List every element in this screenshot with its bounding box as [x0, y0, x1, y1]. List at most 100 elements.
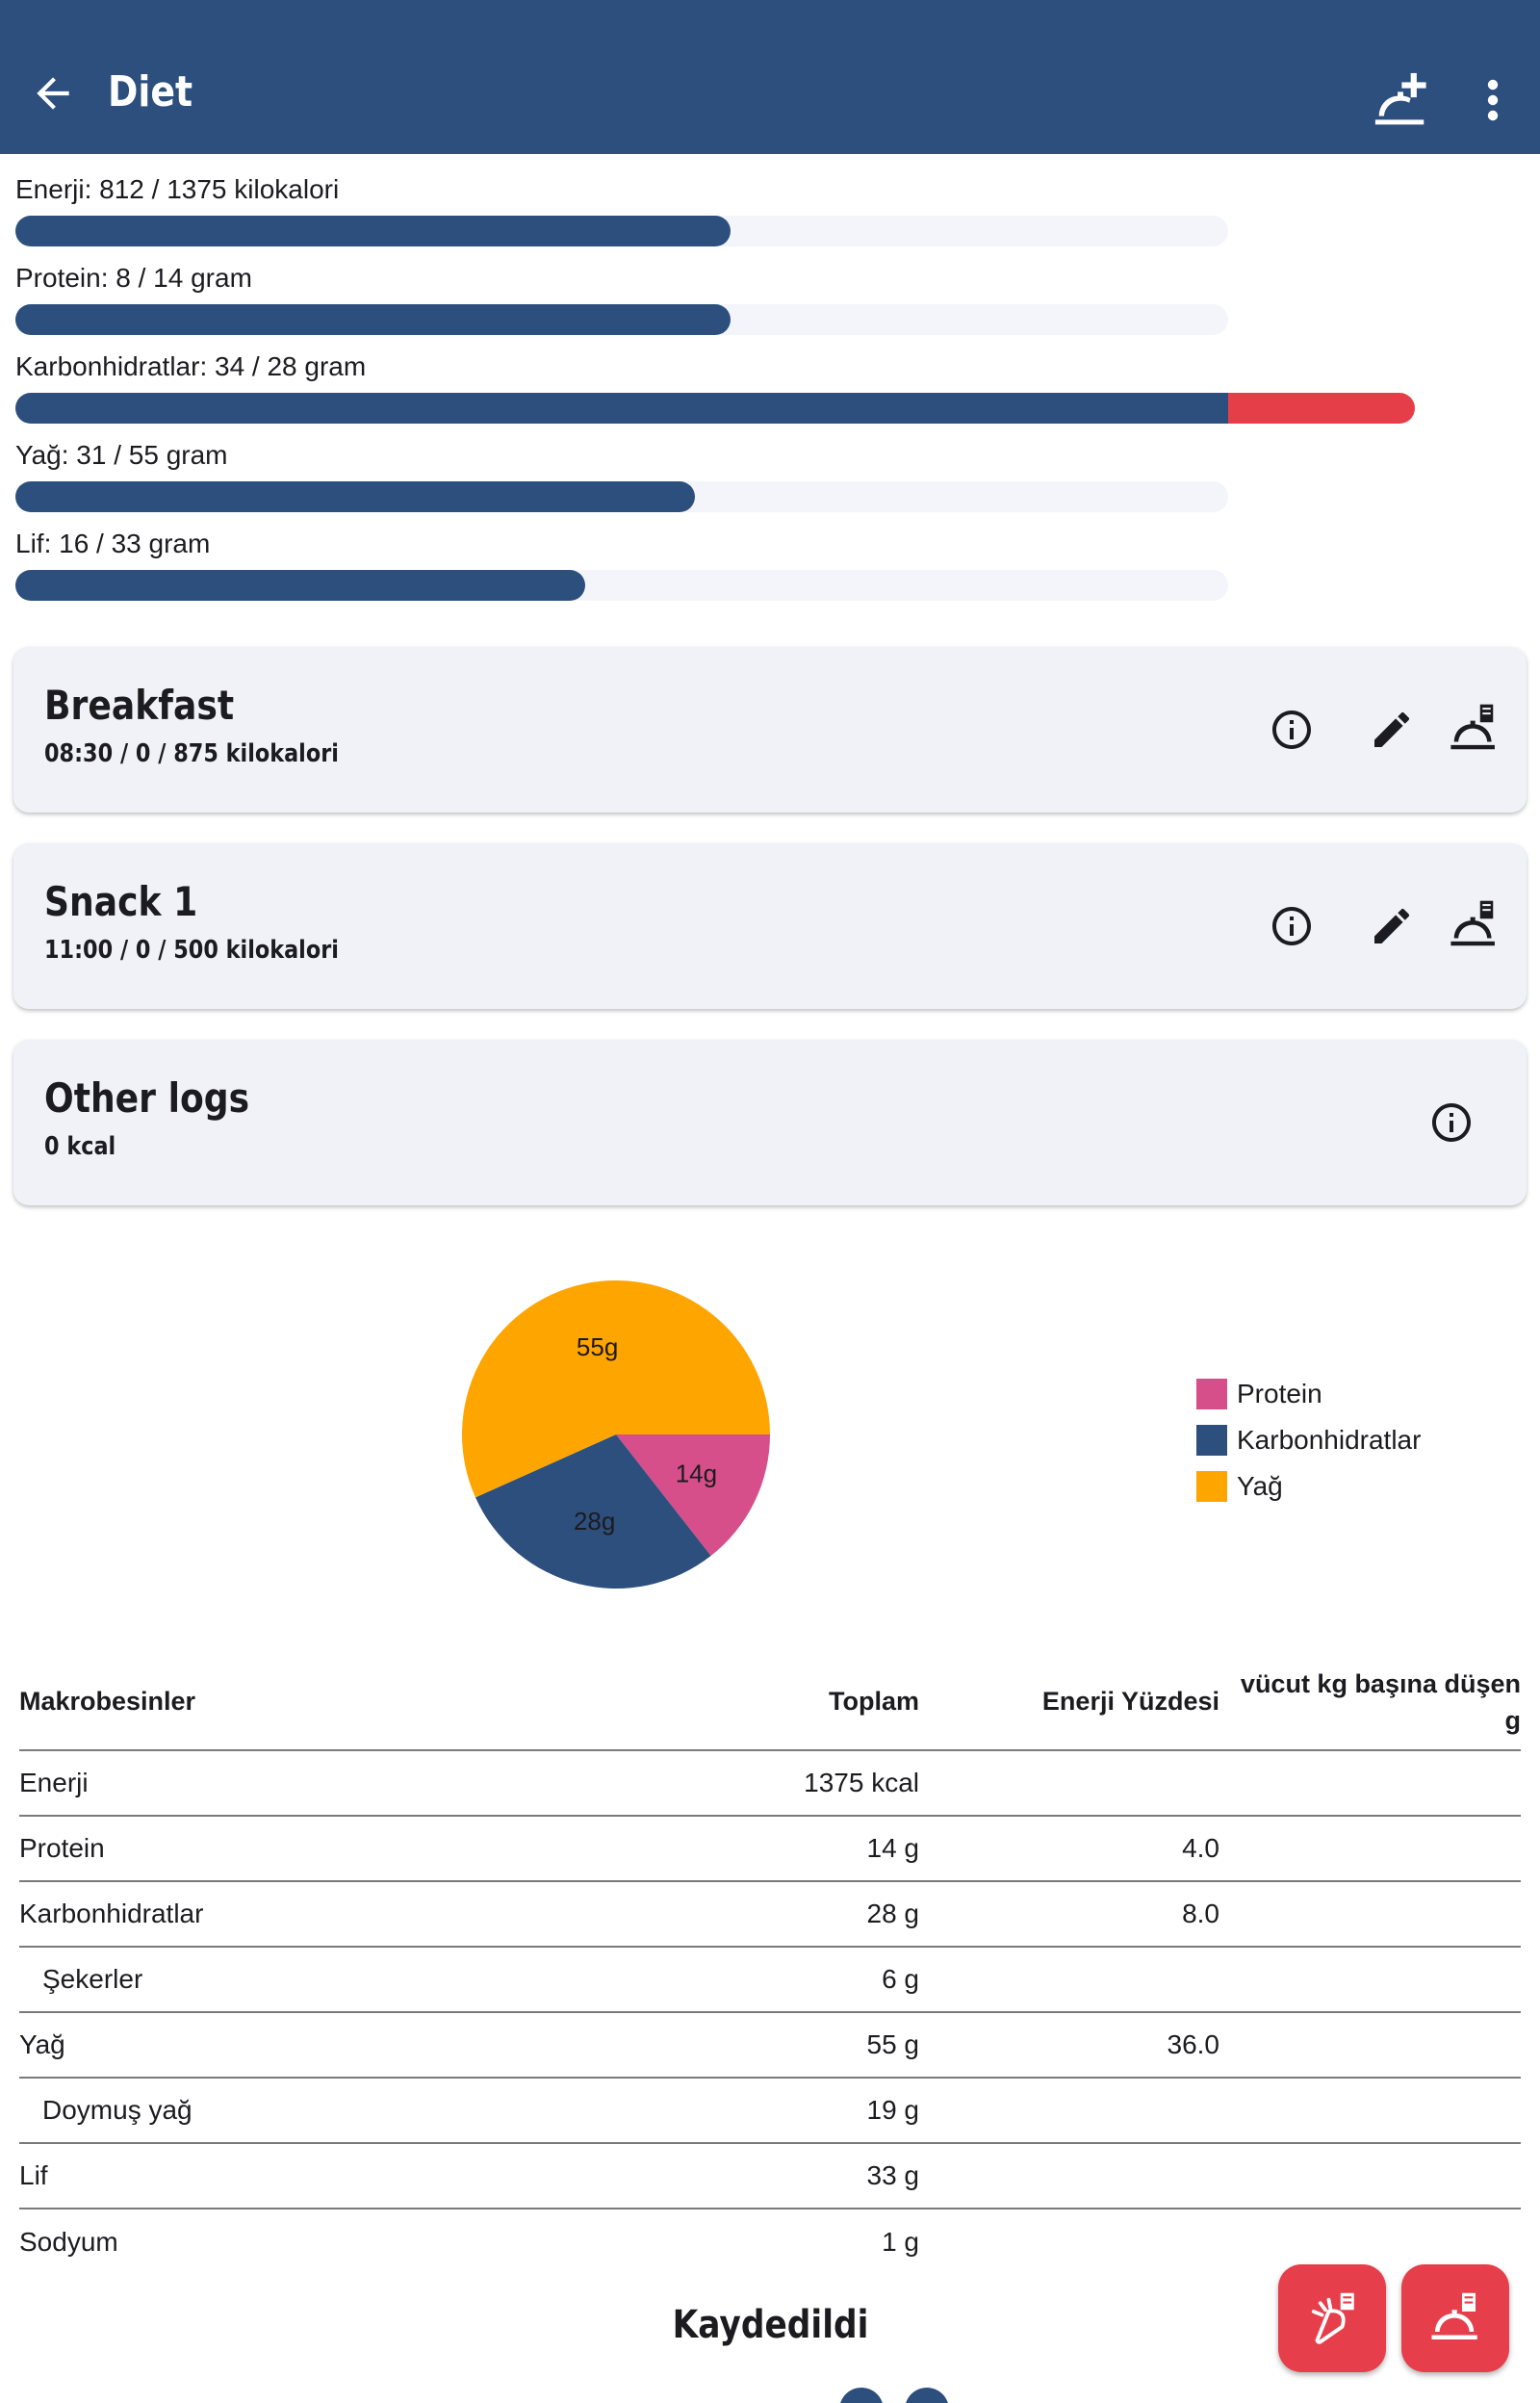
legend-item-carbs: Karbonhidratlar [1196, 1417, 1421, 1463]
arrow-back-icon[interactable] [29, 69, 77, 117]
cell-per-kg [1219, 2078, 1521, 2144]
meal-title: Breakfast [44, 682, 235, 729]
page-title: Diet [108, 67, 193, 116]
table-header-row: Makrobesinler Toplam Enerji Yüzdesi vücu… [19, 1654, 1521, 1751]
cell-name: Enerji [19, 1750, 693, 1817]
progress-fill [15, 304, 732, 335]
table-row: Yağ 55 g 36.0 [19, 2012, 1521, 2079]
log-meal-icon[interactable] [1448, 899, 1500, 951]
table-row: Sodyum 1 g [19, 2209, 1521, 2274]
cell-per-kg [1219, 2012, 1521, 2079]
edit-icon[interactable] [1369, 903, 1415, 949]
progress-track [15, 481, 1228, 512]
saved-label: Kaydedildi [672, 2303, 868, 2347]
app-bar: Diet [0, 0, 1540, 154]
cell-total: 1375 kcal [693, 1750, 919, 1817]
cell-total: 28 g [693, 1881, 919, 1948]
edit-icon[interactable] [1369, 707, 1415, 753]
cell-percent [919, 1750, 1219, 1817]
meal-subtitle: 11:00 / 0 / 500 kilokalori [44, 936, 339, 965]
progress-fill [15, 393, 1228, 424]
cell-per-kg [1219, 1881, 1521, 1948]
add-meal-icon[interactable] [1372, 71, 1431, 131]
meal-log-icon [1431, 2292, 1477, 2340]
cell-name: Şekerler [19, 1947, 693, 2013]
table-row: Lif 33 g [19, 2143, 1521, 2209]
cell-total: 55 g [693, 2012, 919, 2079]
cell-name: Lif [19, 2143, 693, 2209]
other-logs-title: Other logs [44, 1074, 250, 1122]
meal-card-breakfast[interactable]: Breakfast 08:30 / 0 / 875 kilokalori [13, 647, 1527, 813]
cell-percent: 4.0 [919, 1816, 1219, 1882]
meal-title: Snack 1 [44, 878, 198, 925]
more-vert-icon[interactable] [1477, 77, 1508, 123]
info-icon[interactable] [1428, 1099, 1475, 1146]
other-logs-subtitle: 0 kcal [44, 1132, 116, 1161]
progress-fill [15, 570, 586, 601]
macro-fat: Yağ: 31 / 55 gram [15, 439, 1527, 512]
macro-label: Enerji: 812 / 1375 kilokalori [15, 174, 340, 204]
table-row: Protein 14 g 4.0 [19, 1816, 1521, 1882]
progress-over [1228, 393, 1416, 424]
column-header: Toplam [693, 1654, 919, 1751]
legend-label: Yağ [1237, 1471, 1283, 1501]
cell-per-kg [1219, 1750, 1521, 1817]
legend-swatch [1196, 1471, 1227, 1502]
progress-fill [15, 481, 695, 512]
pie-slice-karbonhidratlar [475, 1434, 711, 1589]
macro-label: Yağ: 31 / 55 gram [15, 440, 228, 470]
page-indicator-dot[interactable] [905, 2388, 949, 2403]
cell-total: 1 g [882, 2226, 919, 2257]
cell-percent: 36.0 [919, 2012, 1219, 2079]
saved-status: Kaydedildi [0, 2303, 1540, 2347]
column-header: Enerji Yüzdesi [919, 1654, 1219, 1751]
cell-name: Yağ [19, 2012, 693, 2079]
macro-pie-chart: 14g 28g 55g [462, 1280, 770, 1589]
pie-slice-label: 14g [676, 1460, 717, 1488]
macro-label: Protein: 8 / 14 gram [15, 263, 252, 293]
progress-track [15, 216, 1228, 246]
cell-per-kg [1219, 1947, 1521, 2013]
table-row: Karbonhidratlar 28 g 8.0 [19, 1881, 1521, 1948]
pie-slice-yağ [462, 1280, 770, 1498]
legend-label: Protein [1237, 1379, 1322, 1408]
pie-slice-protein [616, 1434, 770, 1557]
cell-total: 19 g [693, 2078, 919, 2144]
cell-name: Protein [19, 1816, 693, 1882]
macro-carbs: Karbonhidratlar: 34 / 28 gram [15, 350, 1527, 424]
cell-percent [919, 2078, 1219, 2144]
table-row: Doymuş yağ 19 g [19, 2078, 1521, 2144]
cell-name: Sodyum [19, 2226, 118, 2257]
legend-label: Karbonhidratlar [1237, 1425, 1422, 1455]
macros-table: Makrobesinler Toplam Enerji Yüzdesi vücu… [19, 1654, 1521, 2274]
log-meal-icon[interactable] [1448, 703, 1500, 755]
log-meal-fab[interactable] [1401, 2264, 1509, 2372]
progress-track [15, 570, 1228, 601]
info-icon[interactable] [1269, 903, 1315, 949]
cell-total: 14 g [693, 1816, 919, 1882]
column-header: Makrobesinler [19, 1654, 693, 1751]
page-indicator-dot[interactable] [839, 2388, 884, 2403]
macro-energy: Enerji: 812 / 1375 kilokalori [15, 173, 1527, 246]
cell-per-kg [1219, 1816, 1521, 1882]
other-logs-card[interactable]: Other logs 0 kcal [13, 1040, 1527, 1205]
cell-name: Karbonhidratlar [19, 1881, 693, 1948]
cell-percent: 8.0 [919, 1881, 1219, 1948]
info-icon[interactable] [1269, 707, 1315, 753]
progress-track [15, 393, 1416, 424]
progress-track [15, 304, 1228, 335]
pie-slice-label: 55g [577, 1332, 618, 1361]
cell-total: 33 g [693, 2143, 919, 2209]
column-header: vücut kg başına düşen g [1219, 1654, 1521, 1751]
meal-card-snack[interactable]: Snack 1 11:00 / 0 / 500 kilokalori [13, 843, 1527, 1009]
cell-percent [919, 1947, 1219, 2013]
table-row: Enerji 1375 kcal [19, 1750, 1521, 1817]
legend-item-protein: Protein [1196, 1371, 1421, 1417]
legend-swatch [1196, 1425, 1227, 1456]
progress-fill [15, 216, 732, 246]
legend-item-fat: Yağ [1196, 1463, 1421, 1510]
macro-protein: Protein: 8 / 14 gram [15, 262, 1527, 335]
carrot-log-icon [1311, 2292, 1354, 2344]
log-food-fab[interactable] [1278, 2264, 1386, 2372]
meal-subtitle: 08:30 / 0 / 875 kilokalori [44, 739, 339, 768]
